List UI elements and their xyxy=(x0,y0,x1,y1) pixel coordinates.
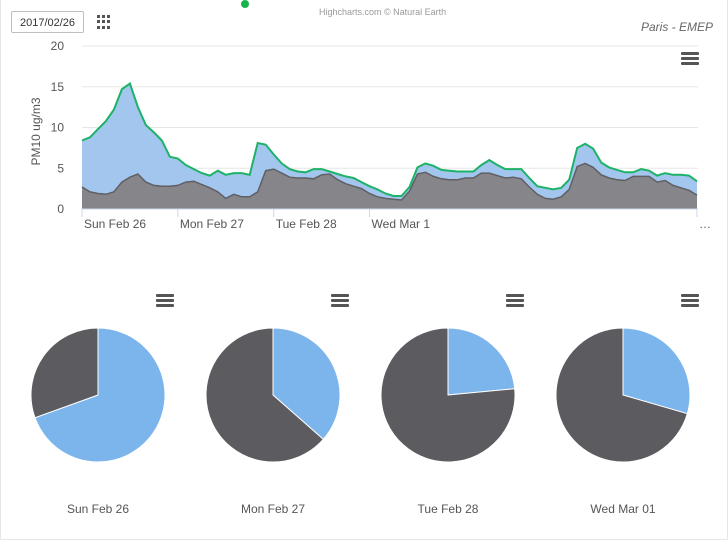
pie-slice xyxy=(555,327,688,463)
date-input[interactable]: 2017/02/26 xyxy=(11,11,84,33)
y-tick-label: 0 xyxy=(57,202,64,216)
x-tick-label: Mon Feb 27 xyxy=(180,217,244,231)
menu-icon[interactable] xyxy=(681,52,699,66)
menu-icon[interactable] xyxy=(156,294,174,308)
pie-slice xyxy=(30,327,99,419)
menu-icon[interactable] xyxy=(506,294,524,308)
y-tick-label: 5 xyxy=(57,161,64,175)
pie-slice xyxy=(272,327,341,441)
menu-icon[interactable] xyxy=(331,294,349,308)
x-tick-label: Tue Feb 28 xyxy=(276,217,337,231)
pie-title: Sun Feb 26 xyxy=(66,502,130,516)
pie-slice xyxy=(622,327,691,415)
chart-credits[interactable]: Highcharts.com © Natural Earth xyxy=(319,7,447,17)
status-dot xyxy=(241,0,249,8)
y-tick-label: 10 xyxy=(51,121,65,135)
x-tick-label: Sun Feb 26 xyxy=(84,217,146,231)
pie-slice xyxy=(34,327,166,463)
menu-icon[interactable] xyxy=(681,294,699,308)
pie-chart xyxy=(30,327,166,463)
x-tick-label: Wed Mar 1 xyxy=(372,217,431,231)
pie-title: Mon Feb 27 xyxy=(240,502,306,516)
pie-title: Tue Feb 28 xyxy=(417,502,479,516)
series-line-lower xyxy=(81,162,698,201)
series-area-upper xyxy=(82,83,697,209)
area-chart: 0 5 10 15 20 PM10 ug/m3 Sun Feb 26 Mon Feb 27 Tu… xyxy=(29,39,711,231)
pie-chart xyxy=(380,327,516,463)
pie-chart xyxy=(555,327,691,463)
x-tick-label: … xyxy=(699,217,711,231)
grid-icon[interactable] xyxy=(97,15,111,29)
pie-slice xyxy=(447,327,516,396)
pie-slice xyxy=(205,327,324,463)
chart-title: Paris - EMEP xyxy=(640,20,713,34)
y-axis-label: PM10 ug/m3 xyxy=(29,97,43,165)
pie-slice xyxy=(380,327,516,463)
pie-title: Wed Mar 01 xyxy=(590,502,656,516)
y-tick-label: 20 xyxy=(51,39,65,53)
pie-chart xyxy=(205,327,341,463)
series-line-upper xyxy=(81,81,698,197)
y-tick-label: 15 xyxy=(51,80,65,94)
